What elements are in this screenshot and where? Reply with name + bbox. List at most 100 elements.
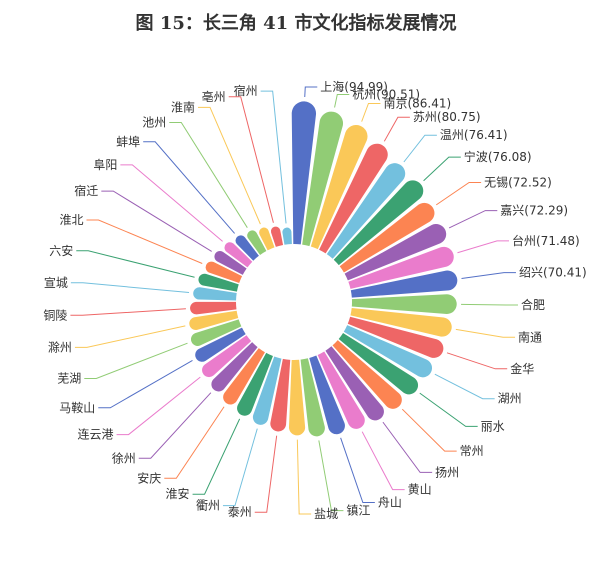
category-label: 安庆 bbox=[137, 470, 161, 485]
value-label: (90.51) bbox=[376, 87, 420, 101]
category-label: 温州 bbox=[440, 128, 464, 142]
data-label: 嘉兴(72.29) bbox=[500, 203, 568, 217]
leader-line bbox=[198, 106, 261, 225]
leader-line bbox=[86, 219, 203, 264]
bar bbox=[202, 335, 252, 378]
data-label: 宣城 bbox=[44, 274, 68, 289]
data-label: 宿迁 bbox=[74, 183, 98, 198]
leader-line bbox=[260, 90, 287, 224]
bar bbox=[350, 270, 458, 298]
bar bbox=[270, 226, 284, 247]
data-label: 亳州 bbox=[202, 88, 226, 103]
data-label: 温州(76.41) bbox=[440, 128, 508, 142]
data-label: 扬州 bbox=[435, 464, 459, 479]
category-label: 常州 bbox=[460, 444, 484, 458]
chart-title: 图 15：长三角 41 市文化指标发展情况 bbox=[136, 12, 457, 34]
category-label: 宿州 bbox=[234, 83, 258, 98]
leader-line bbox=[74, 325, 186, 348]
data-label: 池州 bbox=[142, 115, 166, 129]
data-label: 淮南 bbox=[171, 99, 195, 114]
leader-line bbox=[228, 96, 274, 223]
leader-line bbox=[419, 392, 478, 427]
bar bbox=[189, 310, 239, 331]
bar bbox=[252, 356, 282, 425]
data-label: 上海(94.99) bbox=[320, 79, 388, 94]
category-label: 徐州 bbox=[112, 450, 136, 465]
bar bbox=[224, 242, 253, 268]
bar bbox=[198, 273, 239, 292]
bar bbox=[317, 351, 365, 429]
bar bbox=[193, 287, 237, 301]
bar bbox=[247, 230, 267, 255]
data-label: 黄山 bbox=[408, 482, 432, 496]
data-label: 阜阳 bbox=[93, 157, 117, 171]
bar bbox=[309, 355, 345, 435]
data-label: 泰州 bbox=[228, 505, 252, 519]
category-label: 绍兴 bbox=[519, 265, 543, 279]
leader-line bbox=[143, 141, 235, 234]
category-label: 杭州 bbox=[352, 86, 376, 101]
category-label: 淮南 bbox=[171, 99, 195, 114]
data-label: 南通 bbox=[518, 329, 542, 344]
data-label: 无锡(72.52) bbox=[484, 174, 552, 189]
category-label: 池州 bbox=[142, 115, 166, 129]
value-label: (71.48) bbox=[536, 233, 580, 247]
data-label: 铜陵 bbox=[43, 307, 67, 322]
data-label: 杭州(90.51) bbox=[352, 86, 420, 101]
bar bbox=[237, 352, 273, 416]
bar bbox=[190, 301, 237, 315]
bar bbox=[214, 251, 247, 275]
data-label: 镇江 bbox=[346, 503, 370, 517]
data-label: 衢州 bbox=[196, 498, 220, 512]
category-label: 扬州 bbox=[435, 464, 459, 479]
bar bbox=[190, 319, 242, 346]
bar bbox=[344, 223, 447, 281]
category-label: 马鞍山 bbox=[59, 399, 95, 414]
category-label: 镇江 bbox=[346, 503, 370, 517]
category-label: 泰州 bbox=[228, 505, 252, 519]
category-label: 上海 bbox=[320, 79, 344, 94]
leader-line bbox=[164, 406, 225, 479]
bar bbox=[347, 316, 444, 358]
data-label: 苏州(80.75) bbox=[413, 110, 481, 124]
category-label: 衢州 bbox=[196, 498, 220, 512]
data-label: 绍兴(70.41) bbox=[519, 265, 587, 279]
value-label: (72.52) bbox=[508, 175, 552, 189]
leader-line bbox=[192, 418, 241, 495]
leader-line bbox=[446, 352, 508, 370]
leader-line bbox=[318, 440, 344, 512]
category-label: 嘉兴 bbox=[500, 203, 524, 217]
leader-line bbox=[435, 181, 482, 206]
data-label: 丽水 bbox=[481, 419, 505, 433]
bar bbox=[339, 202, 435, 273]
leader-line bbox=[334, 93, 350, 108]
category-label: 淮北 bbox=[59, 212, 83, 226]
bar bbox=[223, 348, 265, 405]
leader-line bbox=[403, 134, 437, 163]
bar bbox=[291, 101, 317, 245]
value-label: (76.08) bbox=[488, 150, 532, 164]
leader-line bbox=[76, 250, 195, 278]
data-label: 合肥 bbox=[521, 296, 545, 311]
data-label: 马鞍山 bbox=[59, 399, 95, 414]
category-label: 宣城 bbox=[44, 274, 68, 289]
bar bbox=[211, 342, 258, 392]
data-label: 舟山 bbox=[378, 495, 402, 509]
data-label: 芜湖 bbox=[57, 370, 81, 385]
category-label: 滁州 bbox=[48, 339, 72, 354]
bar bbox=[333, 180, 424, 266]
category-label: 宿迁 bbox=[74, 183, 98, 198]
leader-line bbox=[222, 428, 258, 507]
leader-line bbox=[120, 164, 223, 242]
leader-line bbox=[383, 116, 410, 142]
category-label: 南京 bbox=[383, 95, 407, 110]
bar bbox=[325, 346, 384, 421]
leader-line bbox=[70, 282, 190, 293]
category-label: 淮安 bbox=[166, 486, 190, 501]
data-label: 南京(86.41) bbox=[383, 95, 451, 110]
leader-line bbox=[361, 431, 405, 491]
bar bbox=[288, 359, 306, 436]
leader-line bbox=[457, 240, 509, 254]
category-label: 阜阳 bbox=[93, 157, 117, 171]
data-label: 湖州 bbox=[498, 390, 522, 405]
